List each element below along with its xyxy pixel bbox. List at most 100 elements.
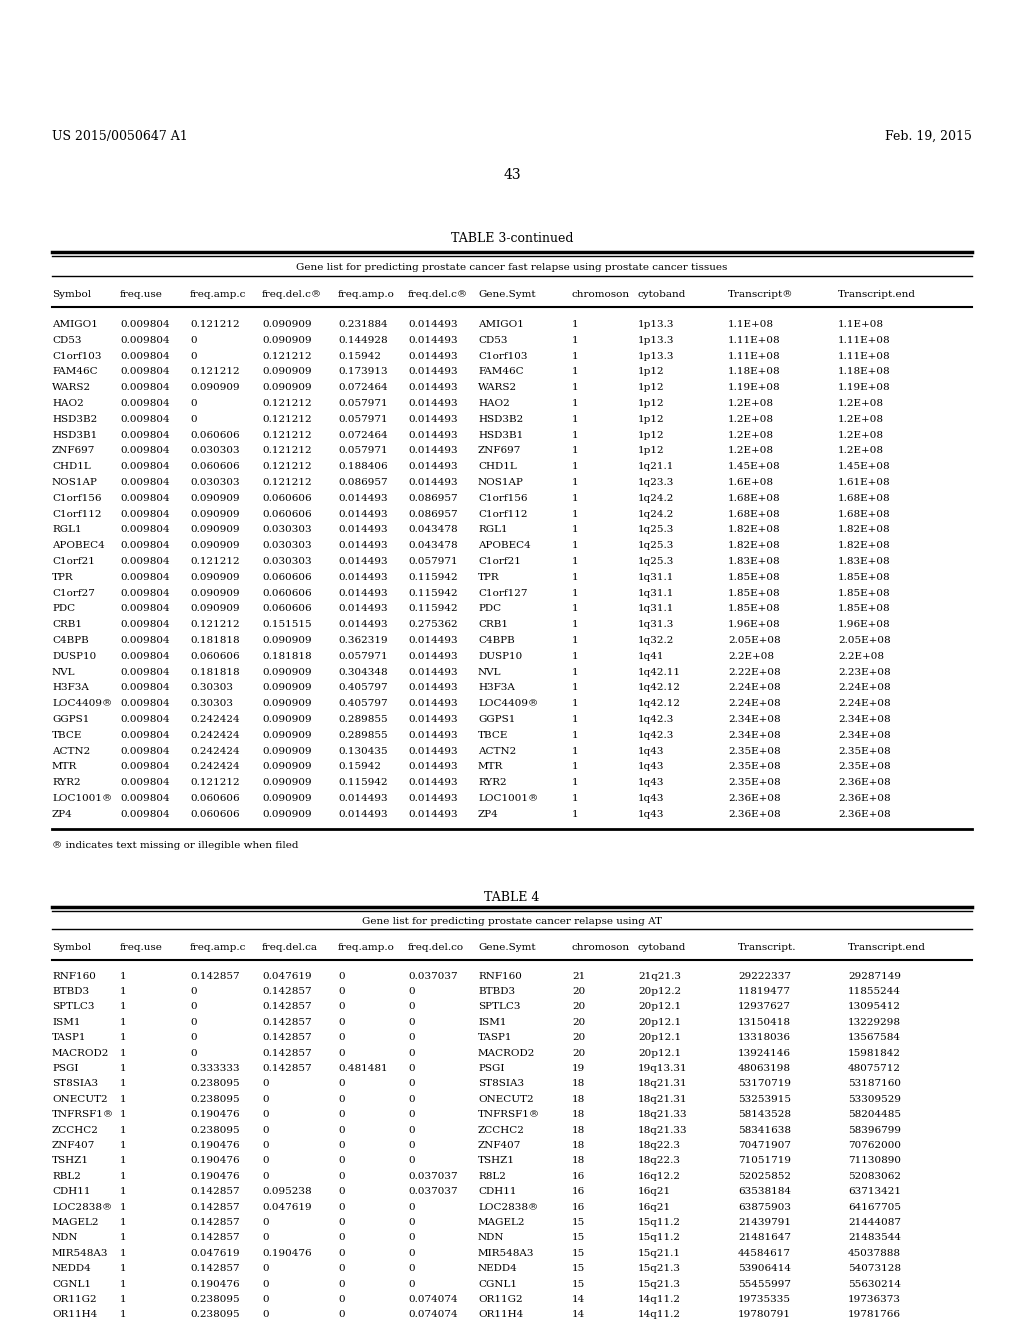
Text: 0.009804: 0.009804 — [120, 668, 170, 677]
Text: 1.96E+08: 1.96E+08 — [838, 620, 891, 630]
Text: 14: 14 — [572, 1295, 586, 1304]
Text: 16: 16 — [572, 1203, 586, 1212]
Text: 0.014493: 0.014493 — [408, 747, 458, 755]
Text: 0: 0 — [338, 1110, 345, 1119]
Text: 0.090909: 0.090909 — [262, 779, 311, 787]
Text: 0.275362: 0.275362 — [408, 620, 458, 630]
Text: TPR: TPR — [478, 573, 500, 582]
Text: ZP4: ZP4 — [52, 809, 73, 818]
Text: 1: 1 — [120, 1126, 127, 1135]
Text: 0.181818: 0.181818 — [190, 636, 240, 645]
Text: 0.014493: 0.014493 — [338, 541, 388, 550]
Text: 53906414: 53906414 — [738, 1265, 791, 1274]
Text: H3F3A: H3F3A — [52, 684, 89, 693]
Text: 0.060606: 0.060606 — [190, 462, 240, 471]
Text: RNF160: RNF160 — [478, 972, 522, 981]
Text: 0.190476: 0.190476 — [262, 1249, 311, 1258]
Text: 0.190476: 0.190476 — [190, 1156, 240, 1166]
Text: 0.086957: 0.086957 — [338, 478, 388, 487]
Text: 0.009804: 0.009804 — [120, 620, 170, 630]
Text: 0.090909: 0.090909 — [190, 510, 240, 519]
Text: 0.009804: 0.009804 — [120, 684, 170, 693]
Text: 0.014493: 0.014493 — [338, 525, 388, 535]
Text: 18: 18 — [572, 1094, 586, 1104]
Text: C1orf156: C1orf156 — [52, 494, 101, 503]
Text: 1: 1 — [120, 987, 127, 997]
Text: 15: 15 — [572, 1233, 586, 1242]
Text: MAGEL2: MAGEL2 — [52, 1218, 99, 1228]
Text: 2.35E+08: 2.35E+08 — [728, 779, 780, 787]
Text: 0.014493: 0.014493 — [408, 478, 458, 487]
Text: 2.24E+08: 2.24E+08 — [728, 684, 780, 693]
Text: 0: 0 — [338, 1218, 345, 1228]
Text: 0.014493: 0.014493 — [338, 573, 388, 582]
Text: 13567584: 13567584 — [848, 1034, 901, 1043]
Text: freq.del.ca: freq.del.ca — [262, 942, 318, 952]
Text: 0.014493: 0.014493 — [408, 700, 458, 709]
Text: 0.009804: 0.009804 — [120, 573, 170, 582]
Text: HAO2: HAO2 — [52, 399, 84, 408]
Text: 1.96E+08: 1.96E+08 — [728, 620, 780, 630]
Text: 0.289855: 0.289855 — [338, 715, 388, 723]
Text: Transcript®: Transcript® — [728, 290, 794, 300]
Text: 15q21.3: 15q21.3 — [638, 1279, 681, 1288]
Text: 2.24E+08: 2.24E+08 — [838, 684, 891, 693]
Text: MAGEL2: MAGEL2 — [478, 1218, 525, 1228]
Text: OR11H4: OR11H4 — [52, 1311, 97, 1320]
Text: 16q12.2: 16q12.2 — [638, 1172, 681, 1181]
Text: 1q43: 1q43 — [638, 809, 665, 818]
Text: 1p12: 1p12 — [638, 383, 665, 392]
Text: NDN: NDN — [478, 1233, 505, 1242]
Text: 0: 0 — [190, 1018, 197, 1027]
Text: 0.060606: 0.060606 — [262, 494, 311, 503]
Text: 1p13.3: 1p13.3 — [638, 319, 675, 329]
Text: RYR2: RYR2 — [478, 779, 507, 787]
Text: freq.amp.o: freq.amp.o — [338, 290, 395, 300]
Text: ACTN2: ACTN2 — [52, 747, 90, 755]
Text: 1q25.3: 1q25.3 — [638, 525, 675, 535]
Text: 1: 1 — [572, 809, 579, 818]
Text: 0.121212: 0.121212 — [190, 620, 240, 630]
Text: LOC2838®: LOC2838® — [478, 1203, 539, 1212]
Text: 0.121212: 0.121212 — [262, 351, 311, 360]
Text: 0.231884: 0.231884 — [338, 319, 388, 329]
Text: AMIGO1: AMIGO1 — [52, 319, 98, 329]
Text: 2.05E+08: 2.05E+08 — [728, 636, 780, 645]
Text: 0.121212: 0.121212 — [262, 462, 311, 471]
Text: RGL1: RGL1 — [52, 525, 82, 535]
Text: 0.009804: 0.009804 — [120, 383, 170, 392]
Text: 18: 18 — [572, 1126, 586, 1135]
Text: ZNF697: ZNF697 — [478, 446, 521, 455]
Text: freq.amp.c: freq.amp.c — [190, 290, 247, 300]
Text: 15981842: 15981842 — [848, 1048, 901, 1057]
Text: 1: 1 — [120, 1048, 127, 1057]
Text: CHD1L: CHD1L — [52, 462, 91, 471]
Text: 1: 1 — [572, 700, 579, 709]
Text: 0: 0 — [338, 987, 345, 997]
Text: chromoson: chromoson — [572, 290, 630, 300]
Text: 19: 19 — [572, 1064, 586, 1073]
Text: 1.85E+08: 1.85E+08 — [728, 589, 780, 598]
Text: 0.072464: 0.072464 — [338, 383, 388, 392]
Text: 0: 0 — [408, 1218, 415, 1228]
Text: 1.45E+08: 1.45E+08 — [838, 462, 891, 471]
Text: 20: 20 — [572, 987, 586, 997]
Text: 0.014493: 0.014493 — [408, 351, 458, 360]
Text: 0.009804: 0.009804 — [120, 636, 170, 645]
Text: C1orf112: C1orf112 — [52, 510, 101, 519]
Text: 1.68E+08: 1.68E+08 — [728, 494, 780, 503]
Text: 0.142857: 0.142857 — [190, 1233, 240, 1242]
Text: 0.014493: 0.014493 — [408, 446, 458, 455]
Text: 53170719: 53170719 — [738, 1080, 791, 1089]
Text: CGNL1: CGNL1 — [52, 1279, 91, 1288]
Text: 0.289855: 0.289855 — [338, 731, 388, 739]
Text: 14q11.2: 14q11.2 — [638, 1311, 681, 1320]
Text: 1: 1 — [572, 383, 579, 392]
Text: LOC4409®: LOC4409® — [478, 700, 539, 709]
Text: NDN: NDN — [52, 1233, 79, 1242]
Text: 0.144928: 0.144928 — [338, 335, 388, 345]
Text: NOS1AP: NOS1AP — [478, 478, 524, 487]
Text: 0.014493: 0.014493 — [408, 809, 458, 818]
Text: 20: 20 — [572, 1048, 586, 1057]
Text: 29287149: 29287149 — [848, 972, 901, 981]
